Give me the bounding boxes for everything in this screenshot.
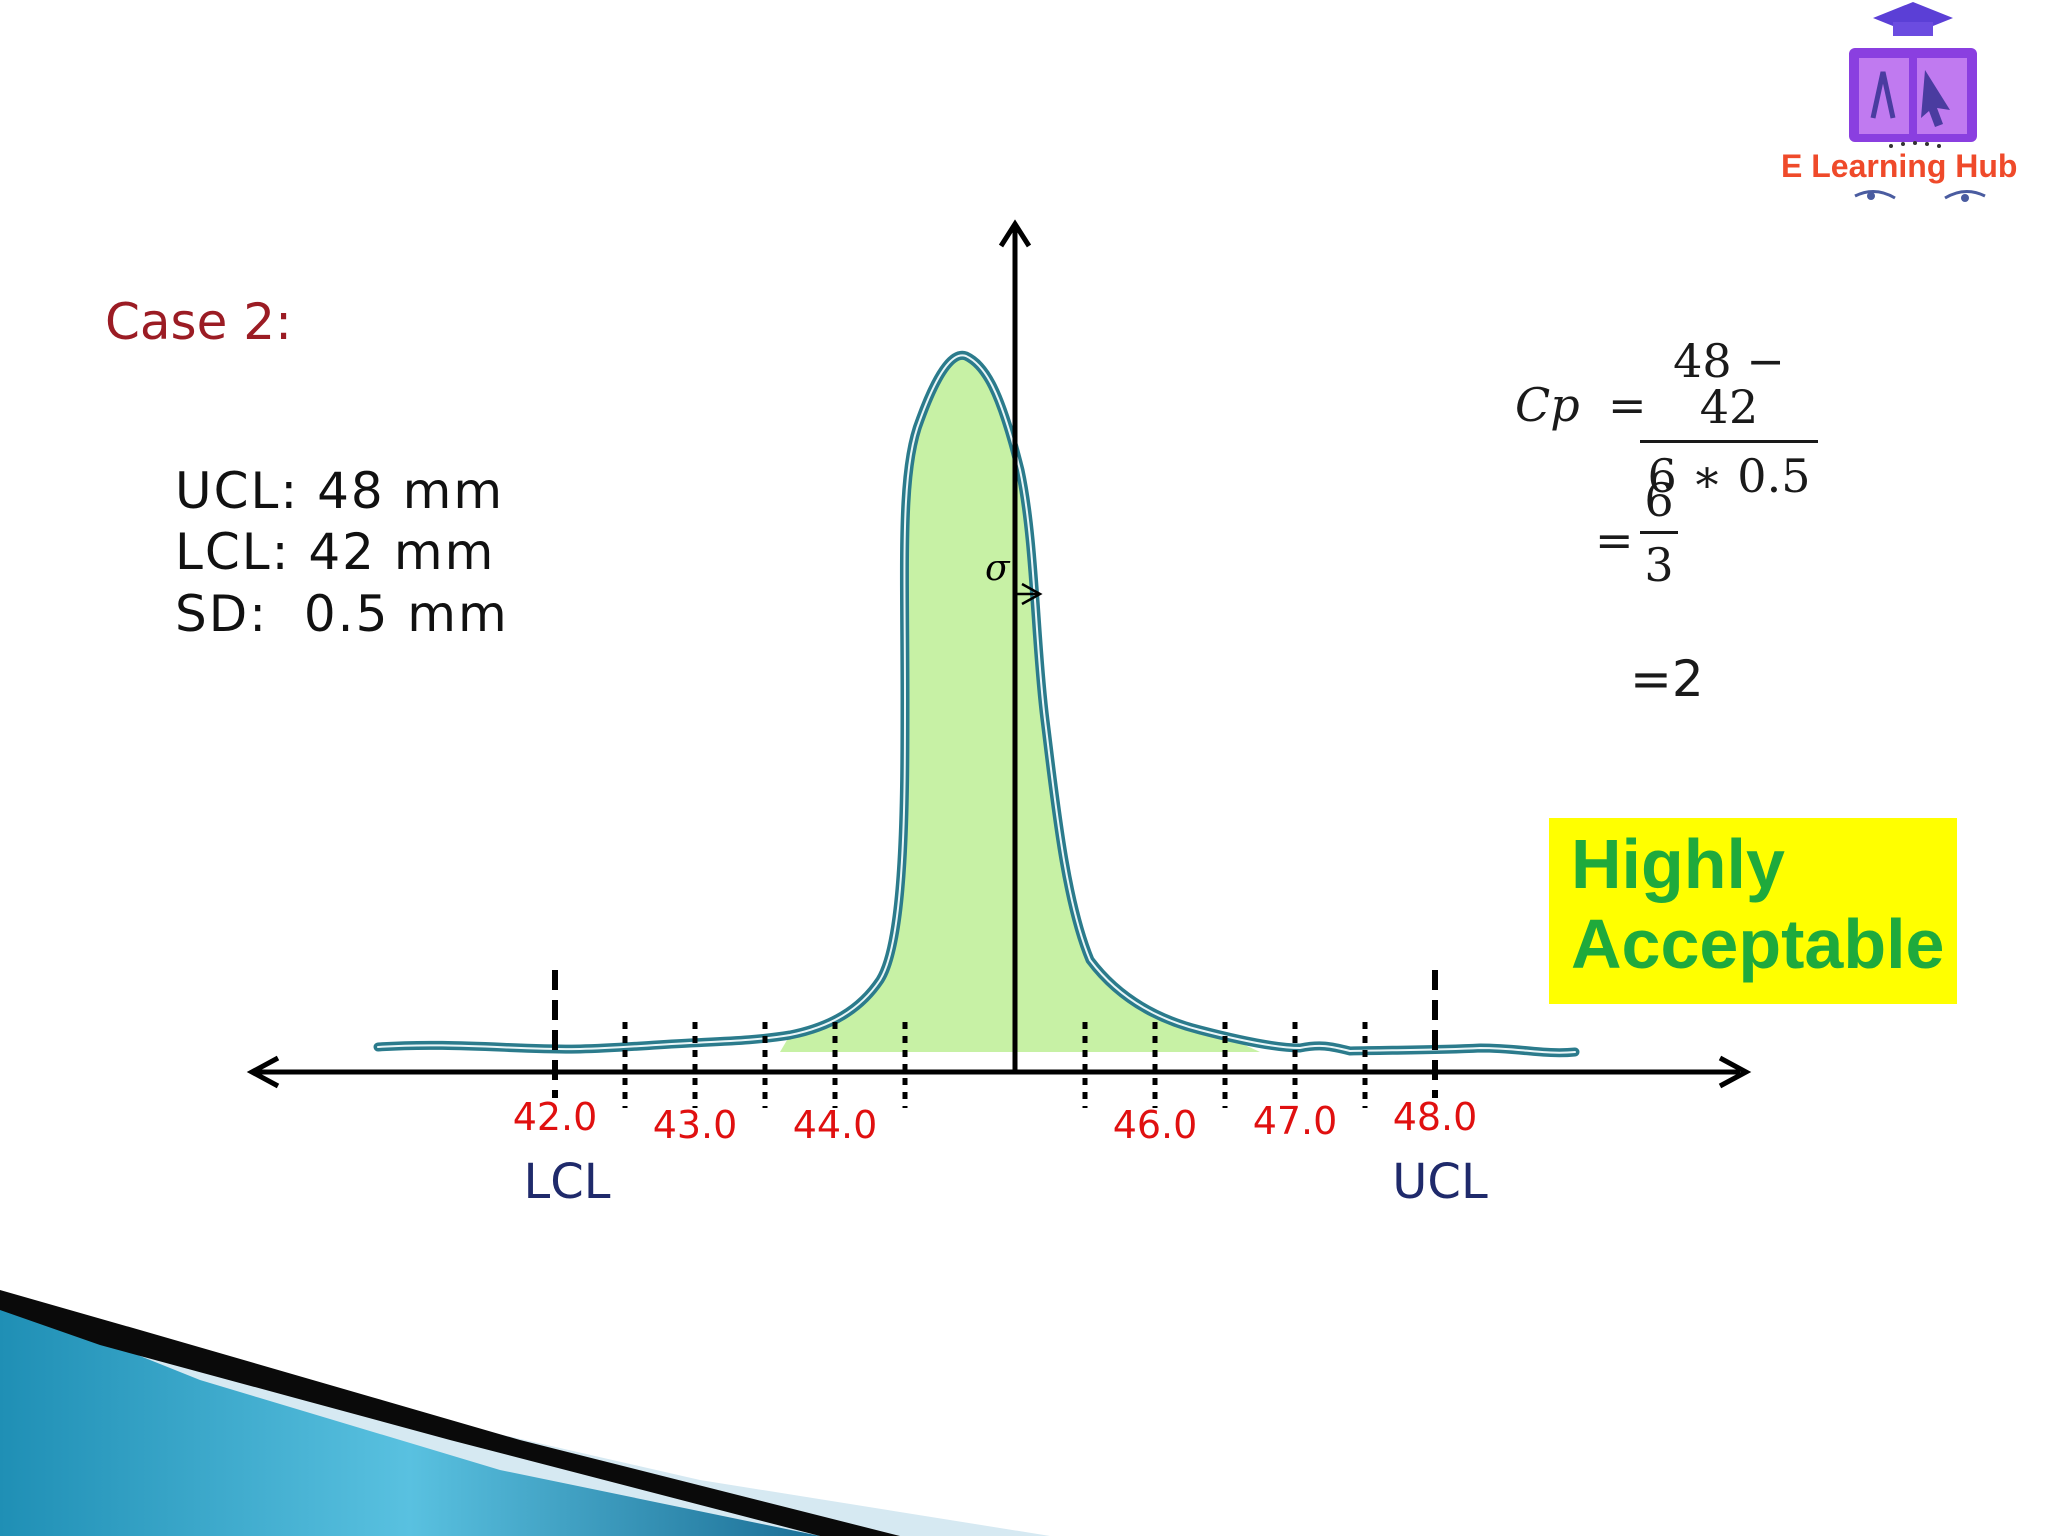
- distribution-curve-highlight: [377, 354, 1576, 1054]
- fraction-denominator: 6 ∗ 0.5: [1647, 449, 1811, 503]
- equals-sign: =: [1608, 378, 1647, 432]
- sigma-arrowhead-icon: [1021, 582, 1043, 606]
- distribution-fill: [780, 355, 1260, 1052]
- tick-label: 46.0: [1113, 1103, 1198, 1147]
- fraction-denominator: 3: [1644, 538, 1674, 592]
- left-arrow-icon: [246, 1055, 280, 1089]
- lcl-label: LCL: [524, 1154, 611, 1210]
- verdict-line-2: Acceptable: [1571, 905, 1945, 983]
- sigma-label: σ: [985, 548, 1011, 589]
- up-arrow-icon: [998, 219, 1032, 248]
- spec-lcl: LCL: 42 mm: [175, 523, 496, 581]
- case-title: Case 2:: [105, 293, 292, 351]
- cp-fraction: 48 − 42 6 ∗ 0.5: [1640, 338, 1818, 499]
- spec-sd: SD: 0.5 mm: [175, 585, 509, 643]
- simplified-fraction: 6 3: [1640, 477, 1678, 588]
- fraction-numerator: 6: [1644, 473, 1674, 527]
- graduation-book-icon: [1849, 2, 1986, 202]
- tick-label: 47.0: [1253, 1099, 1338, 1143]
- tick-label: 42.0: [513, 1095, 598, 1139]
- tick-label: 48.0: [1393, 1095, 1478, 1139]
- verdict-box: Highly Acceptable: [1549, 818, 1957, 1004]
- fraction-bar: [1640, 440, 1818, 443]
- tick-label: 43.0: [653, 1103, 738, 1147]
- ucl-label: UCL: [1392, 1154, 1488, 1210]
- cp-result: =2: [1630, 650, 1704, 708]
- spec-ucl: UCL: 48 mm: [175, 462, 505, 520]
- equals-sign: =: [1595, 513, 1634, 567]
- tick-label: 44.0: [793, 1103, 878, 1147]
- logo-text: E Learning Hub: [1781, 148, 2018, 184]
- logo: E Learning Hub: [1775, 0, 2048, 215]
- cp-symbol: Cp: [1515, 378, 1580, 432]
- fraction-bar: [1640, 531, 1678, 534]
- fraction-numerator: 48 − 42: [1673, 334, 1785, 434]
- right-arrow-icon: [1718, 1055, 1752, 1089]
- verdict-line-1: Highly: [1571, 825, 1785, 903]
